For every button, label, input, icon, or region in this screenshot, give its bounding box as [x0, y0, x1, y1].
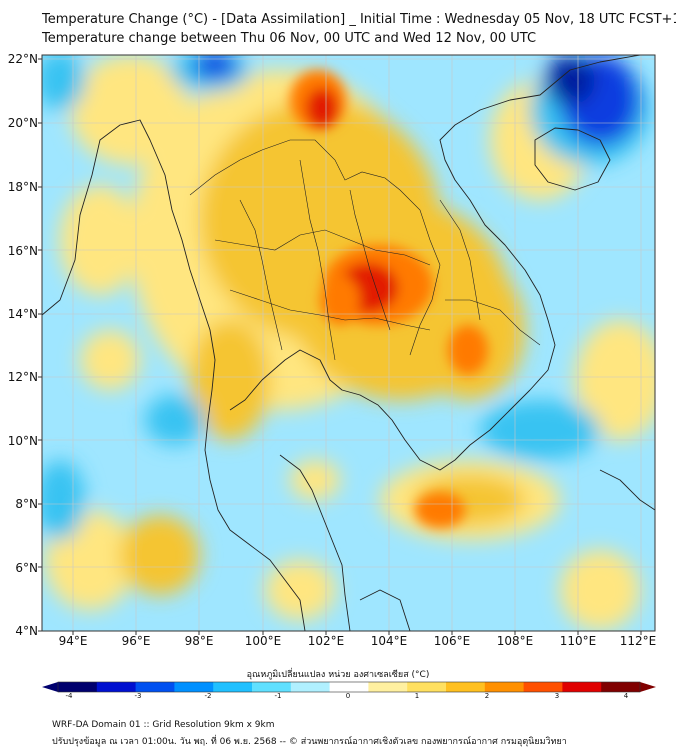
footer-credit: ปรับปรุงข้อมูล ณ เวลา 01:00น. วัน พฤ. ที…	[52, 737, 567, 747]
lat-label: 20°N	[7, 116, 38, 130]
colorbar-segment	[174, 682, 214, 692]
colorbar	[42, 681, 656, 693]
colorbar-segment	[368, 682, 408, 692]
colorbar-tick: 0	[345, 692, 351, 700]
coastline-segment	[359, 589, 411, 631]
colorbar-tick: -2	[204, 692, 212, 700]
border-line	[189, 139, 441, 356]
lon-label: 108°E	[496, 634, 534, 648]
lat-label: 12°N	[7, 370, 38, 384]
temperature-area	[545, 55, 595, 105]
colorbar-tick: 4	[623, 692, 629, 700]
temperature-area	[575, 320, 655, 440]
lon-label: 96°E	[121, 634, 151, 648]
colorbar-frame	[57, 681, 641, 693]
border-line	[299, 159, 336, 361]
lon-label: 98°E	[184, 634, 214, 648]
temperature-hotspot	[306, 88, 338, 128]
border-line	[239, 199, 283, 351]
colorbar-tick: 3	[554, 692, 560, 700]
colorbar-segment	[135, 682, 175, 692]
footer-model-info: WRF-DA Domain 01 :: Grid Resolution 9km …	[52, 720, 275, 730]
province-borders	[189, 139, 541, 361]
border-line	[439, 199, 481, 321]
border-line	[445, 299, 541, 346]
lon-label: 112°E	[619, 634, 657, 648]
temperature-area	[145, 395, 205, 445]
lat-label: 8°N	[15, 497, 38, 511]
map-frame	[41, 54, 656, 632]
colorbar-tick: 1	[414, 692, 420, 700]
temperature-hotspot	[448, 325, 488, 375]
colorbar-segment	[213, 682, 253, 692]
lat-label: 18°N	[7, 180, 38, 194]
temperature-area	[193, 55, 237, 79]
colorbar-tick: -3	[134, 692, 142, 700]
colorbar-segment	[562, 682, 602, 692]
lat-label: 22°N	[7, 52, 38, 66]
border-line	[349, 189, 391, 331]
coastline-segment	[42, 119, 306, 631]
temperature-area	[60, 185, 140, 295]
colorbar-segment	[407, 682, 447, 692]
lat-label: 4°N	[15, 624, 38, 638]
colorbar-segment	[290, 682, 331, 692]
lon-label: 110°E	[559, 634, 597, 648]
chart-title: Temperature Change (°C) - [Data Assimila…	[42, 12, 676, 27]
lat-label: 6°N	[15, 561, 38, 575]
temperature-hotspot	[415, 492, 465, 528]
coastline	[42, 55, 655, 631]
colorbar-min-arrow	[42, 682, 58, 692]
temperature-area	[265, 560, 335, 620]
colorbar-tick: -4	[65, 692, 73, 700]
border-line	[214, 229, 431, 266]
temperature-area	[70, 55, 190, 165]
temperature-area	[560, 550, 640, 630]
colorbar-segment	[523, 682, 563, 692]
temperature-hotspot	[320, 275, 360, 325]
colorbar-label: อุณหภูมิเปลี่ยนแปลง หน่วย องศาเซลเซียส (…	[246, 670, 430, 680]
coastline-segment	[599, 469, 655, 511]
colorbar-tick: 2	[484, 692, 490, 700]
colorbar-segment	[329, 682, 369, 692]
temperature-area	[290, 460, 340, 500]
chart-subtitle: Temperature change between Thu 06 Nov, 0…	[42, 31, 537, 46]
coastline-segment	[229, 55, 641, 471]
coastline-segment	[279, 454, 351, 631]
lon-label: 94°E	[58, 634, 88, 648]
temperature-area	[42, 55, 85, 110]
coastline-segment	[534, 127, 611, 191]
lon-label: 102°E	[307, 634, 345, 648]
colorbar-tick: -1	[274, 692, 282, 700]
colorbar-segment	[601, 682, 641, 692]
lon-label: 100°E	[244, 634, 282, 648]
colorbar-segment	[252, 682, 292, 692]
lat-label: 10°N	[7, 434, 38, 448]
temperature-area	[42, 460, 85, 540]
lon-label: 106°E	[433, 634, 471, 648]
colorbar-segment	[58, 682, 98, 692]
colorbar-max-arrow	[640, 682, 656, 692]
temperature-area	[480, 400, 600, 460]
colorbar-segment	[484, 682, 525, 692]
temperature-area	[190, 320, 270, 440]
map-field	[42, 55, 655, 631]
border-line	[229, 289, 431, 331]
colorbar-segment	[446, 682, 486, 692]
temperature-area	[120, 515, 200, 595]
lon-label: 104°E	[370, 634, 408, 648]
temperature-area	[80, 330, 140, 390]
lat-label: 14°N	[7, 307, 38, 321]
lat-label: 16°N	[7, 244, 38, 258]
colorbar-segment	[96, 682, 137, 692]
